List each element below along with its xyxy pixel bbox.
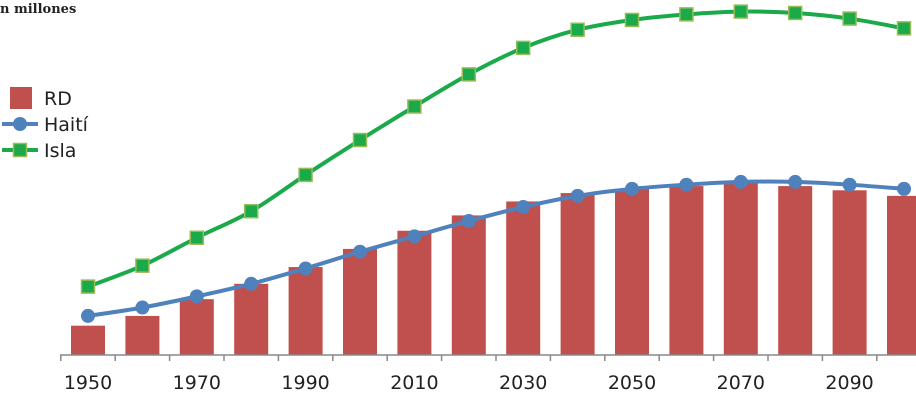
bar-2040 [560,193,595,355]
chart-title: n millones [0,2,76,17]
point-hait-1970 [189,289,204,304]
point-hait-2070 [733,174,748,189]
point-hait-2010 [407,229,422,244]
point-hait-2080 [788,174,803,189]
bar-1980 [234,283,269,355]
point-isla-2030 [515,40,531,56]
point-isla-1980 [243,203,259,219]
bar-2080 [778,186,813,355]
point-hait-2000 [353,244,367,259]
point-isla-1950 [80,279,96,294]
bar-series-rd [71,183,916,355]
bar-2020 [451,215,486,355]
point-hait-2090 [842,177,857,192]
x-tick-label-2070: 2070 [717,372,765,394]
line-series-group [80,4,912,323]
bar-1990 [288,267,323,355]
point-hait-1960 [135,300,150,315]
x-tick-label-2010: 2010 [390,372,438,394]
bar-2070 [723,183,758,355]
line-isla [87,9,905,289]
legend-label-isla: Isla [44,140,76,162]
x-tick-label-1990: 1990 [281,372,329,394]
point-isla-2090 [842,11,857,26]
point-isla-1960 [135,258,150,273]
point-isla-2060 [679,7,694,22]
bar-2050 [615,188,649,355]
point-hait-2050 [625,181,639,196]
legend-marker-hait [13,117,27,131]
legend-marker-isla [12,142,28,158]
point-isla-2010 [407,99,422,114]
point-isla-2050 [624,12,640,28]
point-isla-1970 [189,230,205,245]
bar-1970 [179,299,214,355]
point-hait-2040 [570,188,585,203]
point-hait-1990 [298,261,313,276]
point-hait-2060 [679,177,694,192]
legend-swatch-rd [10,87,32,109]
x-tick-label-2090: 2090 [825,372,873,394]
bar-2030 [506,201,541,355]
point-isla-2100 [896,21,912,36]
line-hait [87,179,905,318]
x-axis: 1950 1970 1990 2010 2030 2050 2070 2090 [60,354,916,394]
point-hait-2030 [516,200,531,215]
point-isla-2040 [570,22,585,37]
x-tick-label-2050: 2050 [608,372,656,394]
bar-2060 [669,186,704,355]
point-hait-1980 [244,276,259,291]
x-tick-label-1970: 1970 [173,372,221,394]
bar-2010 [397,230,432,355]
point-hait-2020 [461,213,476,228]
bar-1950 [71,325,105,355]
legend-label-hait: Haití [44,114,89,136]
legend: RD Haití Isla [2,87,89,162]
point-isla-2020 [461,67,477,82]
point-isla-2000 [352,132,368,148]
bar-2100 [887,195,916,355]
point-hait-1950 [81,308,95,323]
x-tick-label-2030: 2030 [499,372,547,394]
point-isla-2080 [787,5,803,21]
bar-2000 [343,248,377,355]
bar-2090 [832,190,867,355]
point-hait-2100 [897,181,911,196]
point-isla-1990 [298,167,313,183]
legend-label-rd: RD [44,88,72,110]
x-tick-label-1950: 1950 [64,372,112,394]
point-isla-2070 [733,4,749,19]
bar-1960 [125,315,160,355]
